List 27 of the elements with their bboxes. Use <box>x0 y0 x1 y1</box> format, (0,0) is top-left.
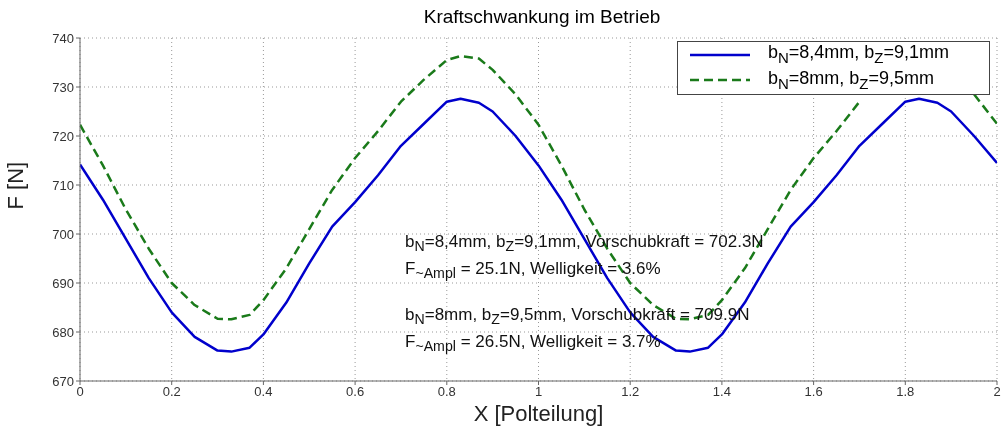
x-axis-title: X [Polteilung] <box>473 401 604 426</box>
y-tick-label: 710 <box>52 177 74 193</box>
x-tick-label: 1 <box>534 384 543 400</box>
y-tick-label: 720 <box>52 128 74 144</box>
x-tick-label: 0.2 <box>162 384 181 400</box>
annotation: F$_{~Ampl}$ = 26.5N, Welligkeit = 3.7% <box>405 332 661 355</box>
x-tick-label: 1.2 <box>621 384 640 400</box>
y-tick-label: 740 <box>52 30 74 46</box>
x-tick-label: 0.6 <box>346 384 365 400</box>
legend-label: b$_{N}$=8mm, b$_{Z}$=9,5mm <box>767 67 934 94</box>
x-tick-label: 0.4 <box>254 384 273 400</box>
x-tick-label: 1.6 <box>804 384 823 400</box>
y-tick-label: 680 <box>52 324 74 340</box>
x-tick-label: 0 <box>76 384 84 400</box>
y-tick-label: 690 <box>52 275 74 291</box>
y-axis-title: F [N] <box>2 161 28 210</box>
chart-title: Kraftschwankung im Betrieb <box>422 6 662 28</box>
x-tick-label: 0.8 <box>437 384 456 400</box>
x-tick-label: 2 <box>993 384 1001 400</box>
annotation: F$_{~Ampl}$ = 25.1N, Welligkeit = 3.6% <box>405 259 661 282</box>
y-tick-label: 670 <box>52 373 74 389</box>
x-tick-label: 1.4 <box>712 384 731 400</box>
line-series <box>80 97 997 353</box>
y-tick-label: 700 <box>52 226 74 242</box>
legend-label: b$_{N}$=8,4mm, b$_{Z}$=9,1mm <box>767 42 949 68</box>
y-tick-label: 730 <box>52 79 74 95</box>
x-tick-label: 1.8 <box>896 384 915 400</box>
